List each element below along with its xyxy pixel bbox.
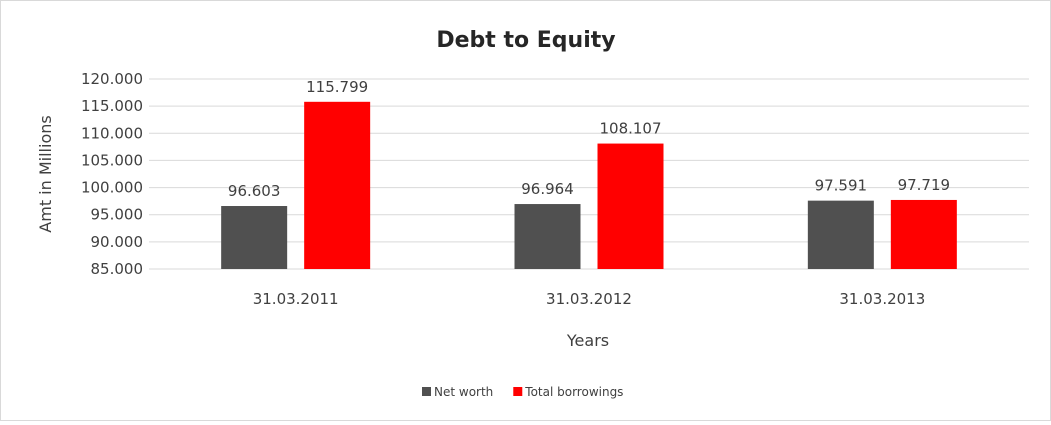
data-label: 96.964 [521,180,574,198]
data-label: 97.719 [898,176,951,194]
legend-label: Total borrowings [524,385,623,399]
y-tick-label: 105.000 [81,151,143,169]
data-label: 96.603 [228,182,281,200]
legend-label: Net worth [434,385,493,399]
y-tick-label: 100.000 [81,179,143,197]
x-axis-label: Years [566,331,609,350]
bar-total-borrowings [597,143,664,269]
data-label: 108.107 [599,120,661,138]
y-tick-label: 115.000 [81,97,143,115]
legend-swatch [422,387,431,396]
bar-net-worth [807,200,874,269]
bar-total-borrowings [304,101,371,270]
x-tick-label: 31.03.2012 [546,290,632,308]
y-tick-label: 95.000 [91,206,144,224]
x-tick-label: 31.03.2013 [839,290,925,308]
bar-net-worth [221,206,288,269]
data-label: 115.799 [306,78,368,96]
y-tick-label: 120.000 [81,70,143,88]
y-tick-label: 90.000 [91,233,144,251]
bar-net-worth [514,204,581,269]
y-tick-label: 110.000 [81,124,143,142]
x-tick-label: 31.03.2011 [253,290,339,308]
data-label: 97.591 [815,177,868,195]
chart-title: Debt to Equity [436,28,615,53]
legend-swatch [513,387,523,396]
y-axis-label: Amt in Millions [36,115,55,232]
y-tick-label: 85.000 [91,260,144,278]
bar-total-borrowings [890,199,957,269]
